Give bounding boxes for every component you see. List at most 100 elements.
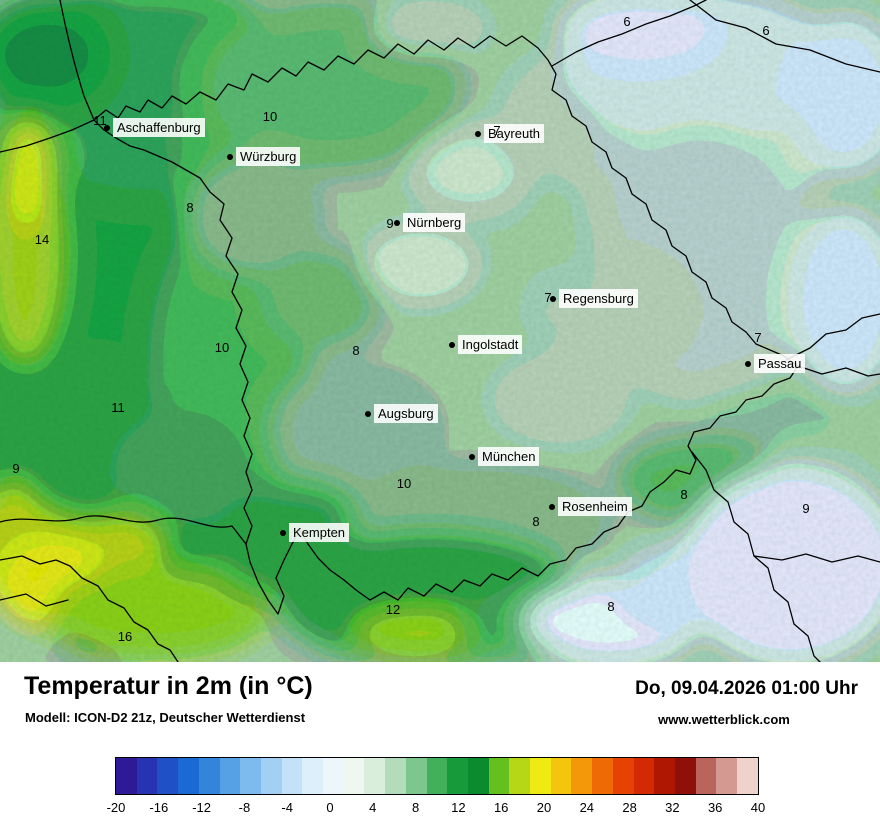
city-dot [365, 411, 371, 417]
colorbar-swatch [633, 758, 655, 794]
temperature-value: 12 [385, 602, 401, 617]
colorbar-swatch [364, 758, 386, 794]
colorbar-tick: 20 [536, 800, 552, 815]
colorbar-swatch [509, 758, 531, 794]
temperature-value: 7 [544, 290, 552, 305]
colorbar-tick: 0 [326, 800, 334, 815]
colorbar-tick: 16 [493, 800, 509, 815]
temperature-field-map [0, 0, 880, 662]
colorbar-swatch [592, 758, 613, 794]
temperature-value: 6 [623, 14, 631, 29]
colorbar-swatch [467, 758, 489, 794]
colorbar-tick: 36 [707, 800, 723, 815]
temperature-value: 6 [762, 23, 770, 38]
temperature-value: 7 [493, 123, 501, 138]
city-label: Würzburg [236, 147, 301, 166]
temperature-value: 8 [352, 343, 360, 358]
colorbar-tick: 4 [369, 800, 377, 815]
city-dot [104, 125, 110, 131]
colorbar-tick: -4 [281, 800, 293, 815]
temperature-value: 9 [802, 501, 810, 516]
temperature-value: 11 [111, 400, 125, 415]
colorbar-tick: -20 [106, 800, 126, 815]
colorbar-swatch [323, 758, 344, 794]
colorbar-tick: 40 [750, 800, 766, 815]
city-label: Kempten [289, 523, 350, 542]
colorbar-swatch [612, 758, 634, 794]
colorbar-swatch [198, 758, 220, 794]
colorbar-tick: 24 [579, 800, 595, 815]
city-dot [549, 504, 555, 510]
colorbar-swatch [219, 758, 241, 794]
temperature-colorbar [115, 757, 759, 795]
colorbar-swatch [674, 758, 696, 794]
temperature-value: 10 [396, 476, 412, 491]
colorbar-tick-labels: -20 -16 -12 -8 -4 0 4 8 12 16 20 24 28 32 36 40 [107, 800, 766, 818]
model-info: Modell: ICON-D2 21z, Deutscher Wetterdie… [25, 710, 306, 725]
city-dot [449, 342, 455, 348]
city-dot [394, 220, 400, 226]
weather-map: Aschaffenburg Würzburg Bayreuth Nürnberg Reg… [0, 0, 880, 662]
temperature-value: 16 [117, 629, 133, 644]
colorbar-swatch [716, 758, 738, 794]
colorbar-swatch [447, 758, 468, 794]
temperature-value: 7 [754, 330, 762, 345]
city-dot [227, 154, 233, 160]
colorbar-swatch [426, 758, 448, 794]
city-label: Regensburg [559, 289, 638, 308]
colorbar-swatch [737, 758, 758, 794]
colorbar-swatch [136, 758, 158, 794]
temperature-value: 8 [607, 599, 615, 614]
temperature-value: 9 [386, 216, 394, 231]
city-dot [469, 454, 475, 460]
colorbar-tick: 32 [665, 800, 680, 815]
temperature-value: 8 [680, 487, 688, 502]
city-label: München [478, 447, 540, 466]
border-lines [0, 0, 880, 662]
colorbar-swatch [695, 758, 717, 794]
colorbar-swatch [281, 758, 303, 794]
colorbar-swatch [157, 758, 179, 794]
colorbar-tick: 12 [451, 800, 466, 815]
temperature-value: 14 [34, 232, 50, 247]
temperature-value: 9 [12, 461, 20, 476]
colorbar-swatch [116, 758, 137, 794]
city-label: Bayreuth [484, 124, 545, 143]
city-dot [745, 361, 751, 367]
website-label: www.wetterblick.com [658, 712, 790, 727]
temperature-value: 8 [186, 200, 194, 215]
city-label: Ingolstadt [458, 335, 523, 354]
colorbar-tick: 28 [622, 800, 637, 815]
colorbar-swatch [488, 758, 510, 794]
temperature-value: 11 [93, 113, 107, 128]
city-label: Augsburg [374, 404, 438, 423]
colorbar-tick: -12 [192, 800, 211, 815]
colorbar-swatch [302, 758, 324, 794]
colorbar-swatch [240, 758, 261, 794]
colorbar-swatch [260, 758, 282, 794]
city-label: Nürnberg [403, 213, 466, 232]
temperature-value: 8 [532, 514, 540, 529]
colorbar-tick: 8 [411, 800, 420, 815]
city-dot [280, 530, 286, 536]
city-label: Rosenheim [558, 497, 632, 516]
colorbar-swatch [530, 758, 551, 794]
field-texture [0, 0, 880, 662]
colorbar-swatch [385, 758, 406, 794]
temperature-value: 10 [214, 340, 230, 355]
colorbar-tick: -8 [238, 800, 251, 815]
colorbar-tick: -16 [149, 800, 169, 815]
colorbar-swatch [343, 758, 365, 794]
city-dot [475, 131, 481, 137]
temperature-value: 10 [262, 109, 278, 124]
page-title: Temperatur in 2m (in °C) [24, 672, 313, 700]
city-label: Aschaffenburg [113, 118, 205, 137]
forecast-datetime: Do, 09.04.2026 01:00 Uhr [635, 678, 858, 699]
colorbar-swatch [654, 758, 675, 794]
colorbar-swatch [178, 758, 199, 794]
colorbar-swatch [571, 758, 593, 794]
colorbar-swatch [550, 758, 572, 794]
city-dot [550, 296, 556, 302]
city-label: Passau [754, 354, 806, 373]
info-panel: Temperatur in 2m (in °C) Do, 09.04.2026 … [0, 662, 880, 830]
